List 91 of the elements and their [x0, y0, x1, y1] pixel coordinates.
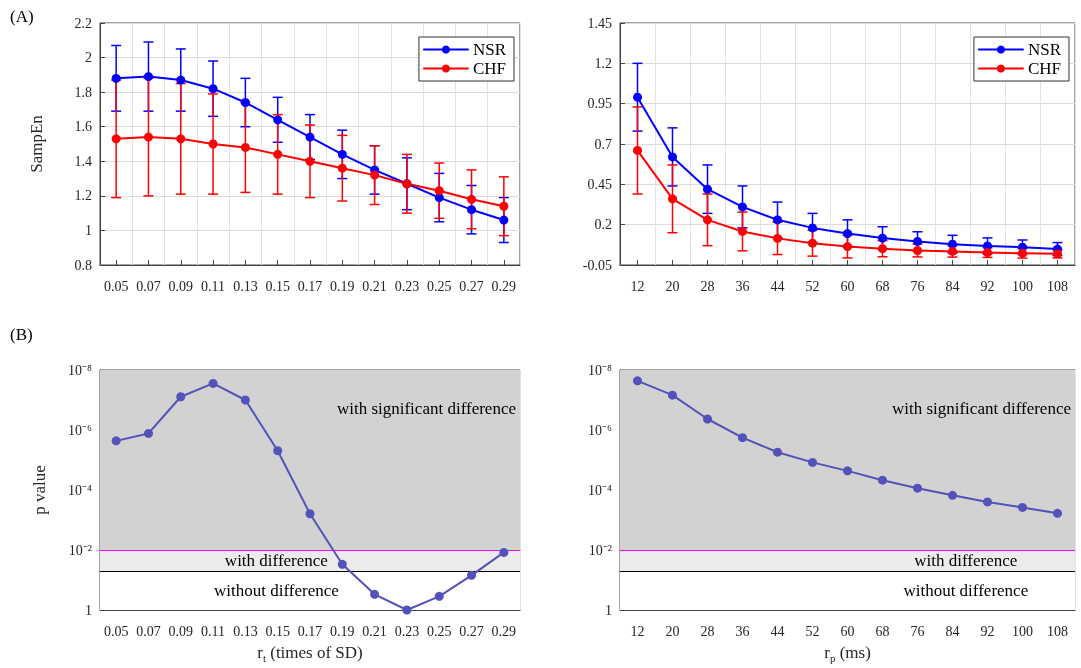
y-tick-label: 10⁻⁴	[68, 482, 93, 498]
x-tick-label: 108	[1047, 623, 1068, 639]
y-tick-label: 1	[85, 222, 92, 238]
y-tick-label: 1.6	[74, 119, 92, 135]
x-tick-label: 76	[910, 623, 925, 639]
x-tick-label: 28	[700, 278, 715, 294]
band-label: with difference	[914, 550, 1018, 570]
x-tick-label: 52	[805, 623, 820, 639]
y-tick-label: 2	[85, 50, 92, 66]
x-tick-label: 0.09	[168, 278, 194, 294]
band-label: without difference	[903, 580, 1029, 600]
x-tick-label: 0.23	[394, 278, 420, 294]
x-tick-label: 84	[945, 623, 960, 639]
legend-label: CHF	[1027, 59, 1062, 78]
x-tick-label: 20	[665, 623, 680, 639]
legend-label: NSR	[1027, 40, 1062, 59]
y-tick-label: 0.8	[74, 257, 92, 273]
y-tick-label: 10⁻⁸	[588, 362, 613, 378]
y-tick-label: -0.05	[582, 257, 612, 273]
y-axis-title: p value	[30, 465, 49, 515]
x-tick-label: 0.05	[103, 278, 129, 294]
x-tick-label: 0.29	[491, 623, 517, 639]
y-tick-label: 10⁻⁶	[588, 422, 613, 438]
x-tick-label: 0.05	[103, 623, 129, 639]
y-tick-label: 10⁻²	[68, 542, 92, 558]
y-tick-label: 0.2	[594, 217, 612, 233]
y-tick-label: 10⁻⁸	[68, 362, 93, 378]
x-tick-label: 0.29	[491, 278, 517, 294]
y-tick-label: 1.2	[74, 188, 92, 204]
x-tick-label: 0.07	[136, 623, 161, 639]
x-tick-label: 28	[700, 623, 715, 639]
y-tick-label: 1.45	[587, 15, 612, 31]
x-tick-label: 44	[770, 278, 785, 294]
x-tick-label: 68	[875, 278, 890, 294]
x-tick-label: 0.19	[330, 623, 355, 639]
x-tick-label: 0.15	[265, 623, 290, 639]
y-tick-label: 0.45	[587, 176, 612, 192]
y-tick-label: 1.4	[74, 153, 92, 169]
x-tick-label: 36	[735, 278, 750, 294]
x-tick-label: 0.11	[201, 623, 226, 639]
x-tick-label: 68	[875, 623, 890, 639]
x-tick-label: 60	[840, 278, 855, 294]
x-tick-label: 0.21	[362, 623, 387, 639]
x-tick-label: 0.07	[136, 278, 161, 294]
x-tick-label: 108	[1047, 278, 1068, 294]
x-tick-label: 0.21	[362, 278, 387, 294]
y-tick-label: 10⁻²	[588, 542, 612, 558]
x-tick-label: 0.19	[330, 278, 355, 294]
band-label: with significant difference	[891, 398, 1071, 418]
band-label: with significant difference	[336, 398, 516, 418]
legend-label: CHF	[472, 59, 507, 78]
y-axis-title: SampEn	[27, 114, 46, 173]
x-tick-label: 44	[770, 623, 785, 639]
x-tick-label: 0.25	[426, 278, 452, 294]
legend-label: NSR	[472, 40, 507, 59]
x-tick-label: 84	[945, 278, 960, 294]
x-tick-label: 0.27	[459, 623, 484, 639]
x-tick-label: 60	[840, 623, 855, 639]
y-tick-label: 2.2	[74, 15, 92, 31]
x-tick-label: 0.25	[426, 623, 452, 639]
x-tick-label: 0.27	[459, 278, 484, 294]
x-tick-label: 92	[980, 278, 995, 294]
y-tick-label: 10⁻⁴	[588, 482, 613, 498]
text: (A)	[10, 7, 34, 26]
x-tick-label: 100	[1012, 278, 1033, 294]
y-tick-label: 1.2	[594, 55, 612, 71]
text: (B)	[10, 325, 33, 344]
x-tick-label: 0.23	[394, 623, 420, 639]
band-label: without difference	[214, 580, 339, 600]
x-tick-label: 0.11	[201, 278, 226, 294]
x-tick-label: 0.15	[265, 278, 290, 294]
x-tick-label: 12	[630, 623, 645, 639]
x-tick-label: 52	[805, 278, 820, 294]
x-tick-label: 0.17	[297, 623, 323, 639]
x-tick-label: 0.13	[233, 278, 258, 294]
x-tick-label: 92	[980, 623, 995, 639]
x-tick-label: 36	[735, 623, 750, 639]
band-label: with difference	[224, 550, 328, 570]
x-tick-label: 0.13	[233, 623, 258, 639]
x-tick-label: 0.17	[297, 278, 323, 294]
y-tick-label: 1	[605, 602, 612, 618]
x-tick-label: 12	[630, 278, 645, 294]
y-tick-label: 10⁻⁶	[68, 422, 93, 438]
x-tick-label: 76	[910, 278, 925, 294]
x-tick-label: 0.09	[168, 623, 194, 639]
y-tick-label: 0.95	[587, 96, 612, 112]
x-tick-label: 20	[665, 278, 680, 294]
y-tick-label: 1	[85, 602, 92, 618]
y-tick-label: 0.7	[594, 136, 612, 152]
y-tick-label: 1.8	[74, 84, 92, 100]
x-tick-label: 100	[1012, 623, 1033, 639]
